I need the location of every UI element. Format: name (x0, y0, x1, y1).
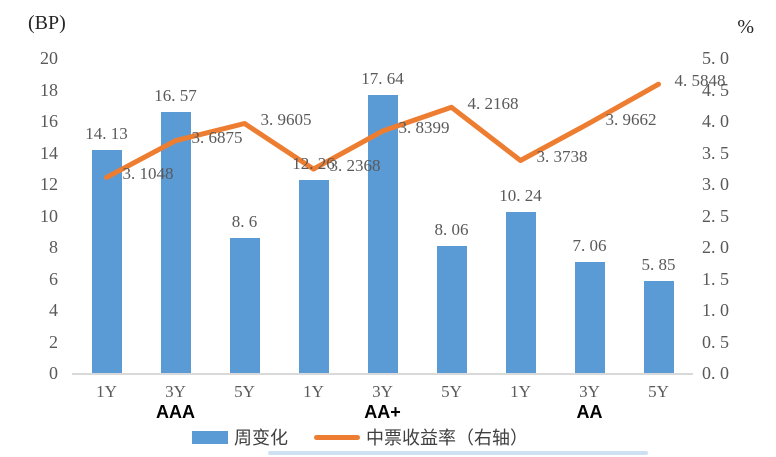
bottom-divider (268, 451, 648, 455)
left-axis-tick: 16 (40, 111, 58, 131)
bar (643, 280, 674, 373)
plot-area: 14. 13 16. 57 8. 6 12. 26 17. 64 8. 06 10. 24 7… (72, 58, 726, 375)
right-axis-tick: 0. 0 (702, 363, 729, 383)
legend: 周变化 中票收益率（右轴） (0, 424, 720, 450)
right-axis-tick: 5. 0 (702, 48, 729, 68)
line-series (104, 81, 661, 180)
bar (160, 112, 191, 373)
left-axis-tick: 4 (49, 300, 58, 320)
left-axis-tick: 18 (40, 79, 58, 100)
left-axis-tick: 8 (49, 237, 58, 257)
x-axis-label: 5Y (234, 382, 255, 401)
bar (229, 237, 260, 373)
bar (91, 150, 122, 373)
line-value-label: 3. 6875 (191, 127, 243, 147)
category-group-label: AAA (156, 402, 195, 422)
left-axis-tick: 6 (49, 268, 58, 289)
left-axis-tick: 0 (49, 363, 58, 383)
bar-value-label: 8. 06 (434, 220, 469, 240)
left-axis-title: (BP) (28, 12, 66, 34)
line-value-label: 4. 2168 (467, 94, 519, 114)
right-axis-tick: 0. 5 (702, 331, 729, 352)
right-axis-title: % (737, 16, 754, 38)
bar (436, 246, 467, 373)
left-axis-tick: 20 (40, 48, 58, 68)
bar (367, 95, 398, 373)
legend-item-bar-series: 周变化 (192, 424, 288, 450)
legend-label-bar-series: 周变化 (234, 428, 288, 448)
x-axis-label: 3Y (372, 382, 393, 401)
x-axis-label: 1Y (510, 382, 531, 401)
right-axis-tick: 1. 5 (702, 268, 729, 289)
left-axis-tick: 10 (40, 205, 58, 226)
line-series-swatch-icon (314, 434, 360, 440)
line-value-label: 3. 9605 (260, 110, 312, 130)
right-axis-tick: 3. 0 (702, 174, 729, 194)
bar (505, 211, 536, 373)
line-value-label: 3. 1048 (122, 164, 174, 184)
right-axis-tick: 4. 0 (702, 111, 729, 131)
bar-value-label: 16. 57 (154, 86, 197, 106)
right-axis-tick: 4. 5 (702, 79, 729, 100)
legend-label-line-series: 中票收益率（右轴） (366, 428, 528, 448)
x-axis-label: 1Y (96, 382, 117, 401)
bar-value-label: 14. 13 (85, 124, 128, 144)
right-axis-tick: 2. 0 (702, 237, 729, 257)
line-value-label: 3. 9662 (605, 110, 657, 130)
x-axis-label: 5Y (441, 382, 462, 401)
left-axis-tick: 2 (49, 331, 58, 352)
bar-value-label: 5. 85 (641, 254, 676, 274)
x-axis-label: 1Y (303, 382, 324, 401)
category-group-label: AA+ (364, 402, 401, 422)
left-axis-tick: 14 (40, 142, 58, 163)
left-axis-tick: 12 (40, 174, 58, 194)
bar-series-swatch-icon (192, 430, 228, 444)
bar-value-label: 7. 06 (572, 235, 607, 255)
line-value-label: 3. 3738 (536, 147, 588, 167)
right-axis-tick: 2. 5 (702, 205, 729, 226)
x-axis-label: 3Y (579, 382, 600, 401)
right-axis-tick: 3. 5 (702, 142, 729, 163)
bar-value-label: 17. 64 (361, 69, 404, 89)
bar-value-label: 8. 6 (231, 211, 258, 231)
bar (298, 179, 329, 373)
bar-value-label: 10. 24 (499, 185, 542, 205)
right-axis-tick: 1. 0 (702, 300, 729, 320)
legend-item-line-series: 中票收益率（右轴） (314, 424, 528, 450)
line-value-label: 3. 2368 (329, 156, 381, 176)
line-value-label: 4. 5848 (674, 71, 726, 91)
x-axis-label: 5Y (648, 382, 669, 401)
category-group-label: AA (576, 402, 603, 422)
bar-value-label: 12. 26 (292, 153, 335, 173)
bar (574, 261, 605, 373)
line-value-label: 3. 8399 (398, 118, 450, 138)
x-axis-label: 3Y (165, 382, 186, 401)
